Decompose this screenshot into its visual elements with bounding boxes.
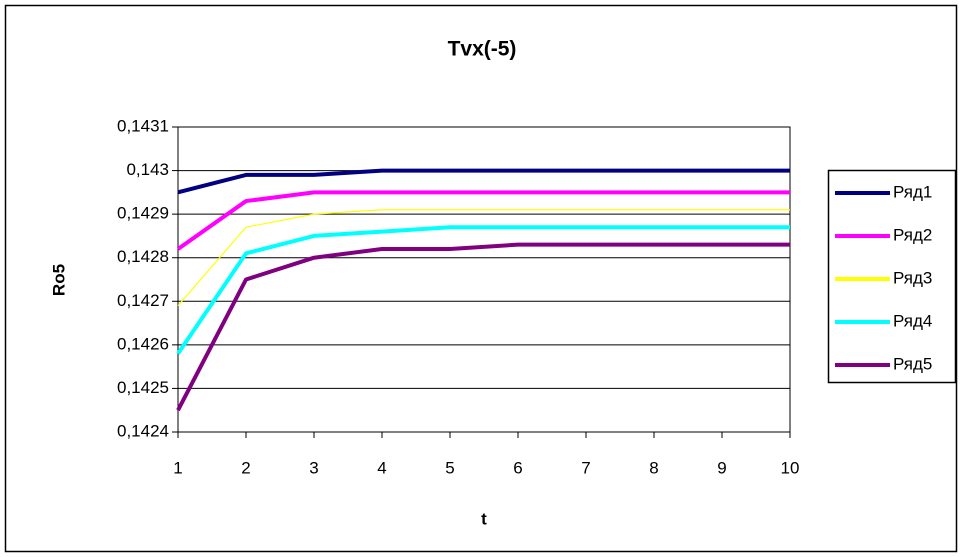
y-tick-label: 0,1425 [117,378,169,397]
legend-label: Ряд3 [893,268,932,287]
x-axis-label: t [481,509,487,528]
x-tick-label: 8 [649,458,658,477]
legend-label: Ряд2 [893,225,932,244]
x-tick-label: 10 [781,458,800,477]
y-axis-label: Ro5 [49,264,68,296]
series-line [176,242,790,412]
x-tick-label: 2 [241,458,250,477]
y-tick-label: 0,1429 [117,204,169,223]
legend-label: Ряд4 [893,311,932,330]
chart-frame [4,4,958,553]
y-tick-label: 0,1427 [117,291,169,310]
series-line [176,190,790,251]
y-tick-label: 0,143 [126,160,169,179]
x-tick-label: 1 [173,458,182,477]
y-tick-label: 0,1426 [117,334,169,353]
series-line [177,209,790,307]
chart-title: Tvx(-5) [448,38,517,61]
y-tick-label: 0,1428 [117,247,169,266]
y-tick-label: 0,1424 [117,421,169,440]
x-tick-label: 3 [309,458,318,477]
x-tick-label: 7 [581,458,590,477]
x-tick-label: 9 [717,458,726,477]
legend-label: Ряд5 [893,354,932,373]
x-tick-label: 5 [445,458,454,477]
series-line [177,168,790,195]
y-tick-label: 0,1431 [117,116,169,135]
x-tick-label: 6 [513,458,522,477]
legend-label: Ряд1 [893,182,932,201]
plot-border [177,126,791,433]
legend-box [827,169,957,384]
x-tick-label: 4 [377,458,386,477]
series-line [176,225,790,355]
